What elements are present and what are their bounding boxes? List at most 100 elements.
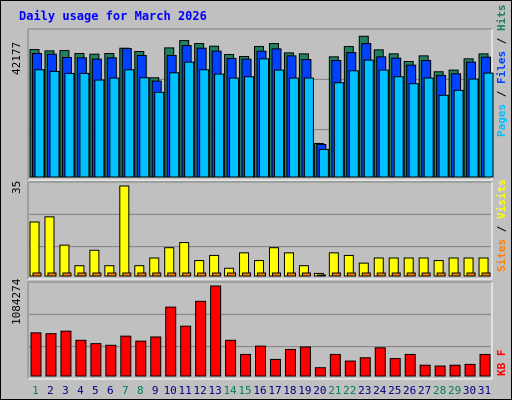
sites-bar — [286, 272, 296, 277]
pages-bar — [453, 89, 464, 178]
kbf-bar — [180, 325, 192, 377]
kbf-bar — [60, 330, 72, 377]
x-tick-label: 8 — [137, 384, 144, 397]
legend-sites: Sites — [495, 239, 508, 272]
pages-bar — [214, 73, 225, 178]
kbf-bar — [464, 363, 476, 377]
x-tick-label: 31 — [478, 384, 491, 397]
kbf-bar — [195, 300, 207, 377]
kbf-bar — [389, 358, 401, 377]
kbf-bar — [165, 306, 177, 377]
sites-bar — [122, 272, 132, 277]
sites-bar — [212, 272, 222, 277]
y-max-label-hits: 42177 — [10, 42, 23, 75]
x-tick-label: 25 — [388, 384, 401, 397]
sites-bar — [152, 272, 162, 277]
kbf-bar — [449, 364, 461, 377]
visits-bar — [44, 216, 55, 277]
x-tick-label: 26 — [403, 384, 416, 397]
x-tick-label: 5 — [92, 384, 99, 397]
pages-bar — [288, 77, 299, 178]
legend-hits-panel: Pages / Files / Hits — [495, 5, 508, 138]
x-tick-label: 7 — [122, 384, 129, 397]
x-tick-label: 20 — [313, 384, 326, 397]
legend-pages: Pages — [495, 104, 508, 137]
x-tick-label: 29 — [448, 384, 461, 397]
kbf-bar — [30, 332, 42, 377]
kbf-bar — [90, 343, 102, 377]
sites-bar — [466, 272, 476, 277]
kbf-bar — [120, 335, 132, 377]
kbf-bar — [314, 367, 326, 377]
sites-bar — [391, 272, 401, 277]
sites-bar — [182, 272, 192, 277]
x-tick-label: 21 — [328, 384, 341, 397]
pages-bar — [393, 76, 404, 178]
pages-bar — [333, 82, 344, 178]
visits-bar — [164, 247, 175, 277]
pages-bar — [483, 72, 494, 178]
pages-bar — [259, 58, 270, 178]
kbf-bar — [135, 340, 147, 377]
x-tick-label: 10 — [164, 384, 177, 397]
sites-bar — [421, 272, 431, 277]
legend-files: Files — [495, 51, 508, 84]
sites-bar — [32, 272, 42, 277]
pages-bar — [199, 69, 210, 178]
kbf-bar — [45, 333, 57, 377]
pages-bar — [169, 72, 180, 178]
visits-bar — [59, 244, 70, 277]
sites-bar — [137, 272, 147, 277]
x-tick-label: 28 — [433, 384, 446, 397]
pages-bar — [423, 77, 434, 178]
x-tick-label: 16 — [253, 384, 266, 397]
sites-bar — [77, 272, 87, 277]
y-max-label-kbf: 1084274 — [10, 278, 23, 325]
pages-bar — [79, 72, 90, 178]
sites-bar — [271, 272, 281, 277]
pages-bar — [438, 94, 449, 178]
kbf-bar — [225, 339, 237, 377]
x-tick-label: 22 — [343, 384, 356, 397]
kbf-bar — [374, 347, 386, 377]
chart-title: Daily usage for March 2026 — [19, 9, 207, 23]
sites-bar — [376, 272, 386, 277]
x-tick-label: 27 — [418, 384, 431, 397]
legend-separator: / — [495, 219, 508, 239]
pages-bar — [154, 91, 165, 178]
kbf-bar — [269, 358, 281, 377]
pages-bar — [184, 61, 195, 178]
kbf-bar — [344, 360, 356, 377]
legend-kbf: KB F — [495, 350, 508, 377]
sites-bar — [436, 272, 446, 277]
pages-bar — [468, 78, 479, 178]
sites-bar — [481, 272, 491, 277]
x-tick-label: 18 — [283, 384, 296, 397]
x-tick-label: 4 — [77, 384, 84, 397]
sites-bar — [227, 272, 237, 277]
pages-bar — [273, 69, 284, 178]
x-tick-label: 17 — [268, 384, 281, 397]
pages-bar — [378, 69, 389, 178]
pages-bar — [408, 83, 419, 178]
pages-bar — [363, 59, 374, 178]
x-tick-label: 9 — [152, 384, 159, 397]
pages-bar — [64, 72, 75, 178]
x-tick-label: 14 — [223, 384, 237, 397]
pages-bar — [124, 69, 135, 178]
kbf-bar — [434, 365, 446, 377]
sites-bar — [346, 272, 356, 277]
pages-bar — [109, 77, 120, 178]
kbf-bar — [359, 357, 371, 377]
x-tick-label: 15 — [238, 384, 251, 397]
legend-hits: Hits — [495, 5, 508, 32]
kbf-bar — [329, 353, 341, 377]
kbf-bar — [419, 364, 431, 377]
visits-bar — [179, 242, 190, 277]
visits-bar — [268, 247, 279, 277]
legend-separator: / — [495, 31, 508, 51]
kbf-bar — [479, 353, 491, 377]
pages-bar — [318, 148, 329, 178]
